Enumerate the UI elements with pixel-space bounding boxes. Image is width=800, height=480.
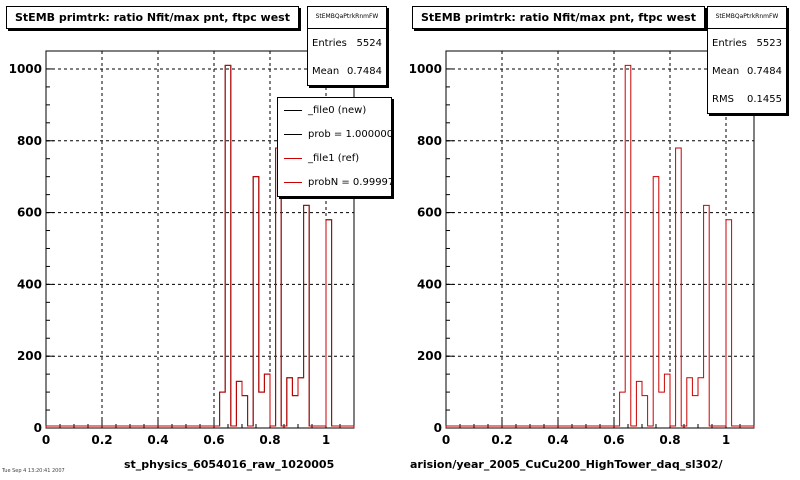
left-mean-value: 0.7484 (347, 65, 382, 77)
right-mean-value: 0.7484 (747, 65, 782, 77)
x-tick-label: 0.8 (659, 433, 680, 447)
histogram-series-primary (445, 64, 755, 428)
left-stats-name: StEMBQaPtrkRnmFW (308, 7, 386, 29)
x-tick-label: 0.2 (491, 433, 512, 447)
y-tick-label: 600 (417, 206, 442, 220)
right-stats-entries-row: Entries 5523 (708, 29, 786, 57)
x-tick-label: 0.4 (547, 433, 568, 447)
right-plot-title: StEMB primtrk: ratio Nfit/max pnt, ftpc … (412, 6, 705, 29)
y-tick-label: 600 (17, 206, 42, 220)
histogram-series-reference (45, 64, 355, 428)
y-tick-label: 200 (417, 349, 442, 363)
left-stats-box: StEMBQaPtrkRnmFW Entries 5524 Mean 0.748… (307, 6, 387, 86)
y-tick-label: 0 (34, 421, 42, 435)
y-tick-label: 800 (417, 134, 442, 148)
plot-frame (445, 50, 755, 429)
x-tick-label: 0 (42, 433, 50, 447)
right-stats-rms-row: RMS 0.1455 (708, 85, 786, 113)
right-rms-value: 0.1455 (747, 93, 782, 105)
left-legend: _file0 (new) prob = 1.000000 _file1 (ref… (277, 97, 392, 197)
right-stats-name: StEMBQaPtrkRnmFW (708, 7, 786, 29)
right-entries-label: Entries (712, 37, 747, 49)
legend-line-red (284, 181, 302, 183)
y-tick-label: 0 (434, 421, 442, 435)
y-tick-label: 1000 (9, 62, 42, 76)
legend-line-black (284, 109, 302, 111)
legend-label: _file1 (ref) (308, 152, 360, 164)
legend-line-black (284, 133, 302, 135)
x-tick-label: 1 (722, 433, 730, 447)
left-stats-mean-row: Mean 0.7484 (308, 57, 386, 85)
right-entries-value: 5523 (756, 37, 782, 49)
left-pad: 0 0.2 0.4 0.6 0.8 1 0 200 400 600 800 1000 StEMB pr… (6, 6, 392, 471)
right-x-caption: arision/year_2005_CuCu200_HighTower_daq_… (410, 458, 723, 471)
right-pad: 0 0.2 0.4 0.6 0.8 1 0 200 400 600 800 1000 StEMB pr… (400, 0, 800, 480)
right-mean-label: Mean (712, 65, 740, 77)
legend-entry-file0: _file0 (new) (278, 98, 391, 122)
legend-entry-prob: prob = 1.000000 (278, 122, 391, 146)
left-stats-entries-row: Entries 5524 (308, 29, 386, 57)
x-tick-label: 0.6 (203, 433, 224, 447)
left-plot-title: StEMB primtrk: ratio Nfit/max pnt, ftpc … (6, 6, 299, 29)
x-tick-label: 0 (442, 433, 450, 447)
left-x-caption: st_physics_6054016_raw_1020005 (124, 458, 335, 471)
left-mean-label: Mean (312, 65, 340, 77)
y-tick-label: 800 (17, 134, 42, 148)
legend-label: _file0 (new) (308, 104, 367, 116)
x-tick-label: 0.8 (259, 433, 280, 447)
right-histogram-plot: 0 0.2 0.4 0.6 0.8 1 0 200 400 600 800 1000 (409, 50, 755, 447)
y-tick-label: 1000 (409, 62, 442, 76)
right-stats-box: StEMBQaPtrkRnmFW Entries 5523 Mean 0.748… (707, 6, 787, 114)
x-tick-label: 0.2 (91, 433, 112, 447)
footer-timestamp: Tue Sep 4 13:20:41 2007 (2, 468, 65, 474)
left-entries-label: Entries (312, 37, 347, 49)
right-stats-mean-row: Mean 0.7484 (708, 57, 786, 85)
legend-line-red (284, 157, 302, 159)
left-entries-value: 5524 (356, 37, 382, 49)
right-rms-label: RMS (712, 93, 734, 105)
x-tick-label: 1 (322, 433, 330, 447)
legend-entry-probn: probN = 0.999970 (278, 170, 391, 194)
x-tick-label: 0.4 (147, 433, 168, 447)
legend-label: prob = 1.000000 (308, 128, 392, 140)
y-tick-label: 400 (417, 277, 442, 291)
y-tick-label: 400 (17, 277, 42, 291)
legend-label: probN = 0.999970 (308, 176, 392, 188)
legend-entry-file1: _file1 (ref) (278, 146, 391, 170)
y-tick-label: 200 (17, 349, 42, 363)
x-tick-label: 0.6 (603, 433, 624, 447)
